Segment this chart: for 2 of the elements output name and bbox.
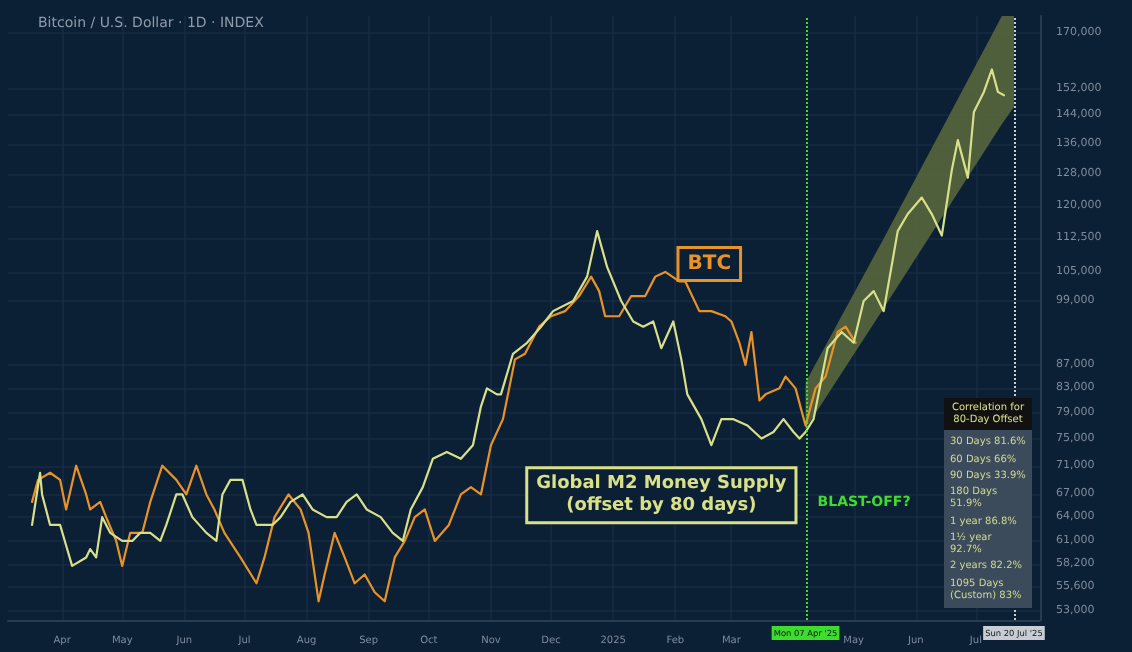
series-label: BTC [687, 252, 732, 275]
text: Global M2 Money Supply (offset by 80 days) [536, 474, 787, 517]
